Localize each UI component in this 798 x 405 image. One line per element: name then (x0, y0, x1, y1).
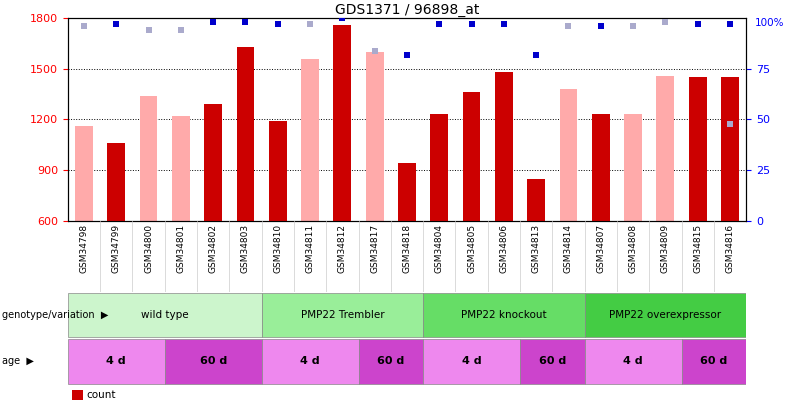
Bar (559, 89, 578, 221)
Text: age  ▶: age ▶ (2, 356, 34, 367)
FancyBboxPatch shape (423, 339, 520, 384)
Bar (140, 96, 157, 221)
Text: 4 d: 4 d (300, 356, 320, 367)
Text: 60 d: 60 d (200, 356, 227, 367)
FancyBboxPatch shape (423, 292, 585, 337)
FancyBboxPatch shape (358, 339, 423, 384)
Text: 60 d: 60 d (700, 356, 728, 367)
Text: PMP22 Trembler: PMP22 Trembler (301, 310, 384, 320)
Bar (75, 126, 93, 221)
Bar (527, 179, 545, 221)
FancyBboxPatch shape (262, 339, 358, 384)
Bar (495, 72, 513, 221)
FancyBboxPatch shape (520, 339, 585, 384)
Text: 4 d: 4 d (106, 356, 126, 367)
FancyBboxPatch shape (681, 339, 746, 384)
Bar (365, 52, 384, 221)
Text: genotype/variation  ▶: genotype/variation ▶ (2, 310, 109, 320)
FancyBboxPatch shape (585, 292, 746, 337)
Text: 4 d: 4 d (623, 356, 643, 367)
Bar (398, 163, 416, 221)
Bar (721, 207, 739, 221)
Bar (463, 92, 480, 221)
Text: PMP22 knockout: PMP22 knockout (461, 310, 547, 320)
Text: count: count (86, 390, 116, 400)
Bar (269, 121, 286, 221)
Text: PMP22 overexpressor: PMP22 overexpressor (610, 310, 721, 320)
Bar (721, 77, 739, 221)
Text: 4 d: 4 d (462, 356, 481, 367)
FancyBboxPatch shape (262, 292, 423, 337)
Bar (172, 116, 190, 221)
Text: wild type: wild type (141, 310, 188, 320)
Bar (592, 115, 610, 221)
FancyBboxPatch shape (68, 292, 262, 337)
FancyBboxPatch shape (164, 339, 262, 384)
Text: 60 d: 60 d (377, 356, 405, 367)
Bar (236, 47, 255, 221)
FancyBboxPatch shape (585, 339, 681, 384)
Bar (204, 104, 222, 221)
Text: 60 d: 60 d (539, 356, 566, 367)
Text: 100%: 100% (755, 18, 784, 28)
Bar (657, 76, 674, 221)
Bar (689, 77, 706, 221)
Bar (430, 115, 448, 221)
Bar (108, 143, 125, 221)
Bar (301, 59, 319, 221)
FancyBboxPatch shape (68, 339, 164, 384)
Title: GDS1371 / 96898_at: GDS1371 / 96898_at (335, 3, 479, 17)
Bar (624, 115, 642, 221)
Bar (334, 25, 351, 221)
